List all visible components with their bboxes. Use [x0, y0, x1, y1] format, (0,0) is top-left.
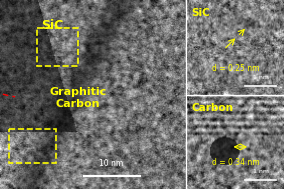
Text: SiC: SiC — [41, 19, 63, 32]
Text: 1 nm: 1 nm — [253, 169, 269, 174]
Text: d = 0.34 nm: d = 0.34 nm — [212, 158, 259, 167]
Bar — [9, 129, 56, 163]
Text: 1 nm: 1 nm — [253, 75, 269, 80]
Text: Graphitic
Carbon: Graphitic Carbon — [49, 88, 107, 109]
Text: SiC: SiC — [192, 8, 210, 18]
Text: Carbon: Carbon — [192, 103, 234, 113]
Bar — [37, 28, 78, 66]
Text: d = 0.25 nm: d = 0.25 nm — [212, 64, 259, 73]
Text: 10 nm: 10 nm — [99, 159, 124, 168]
